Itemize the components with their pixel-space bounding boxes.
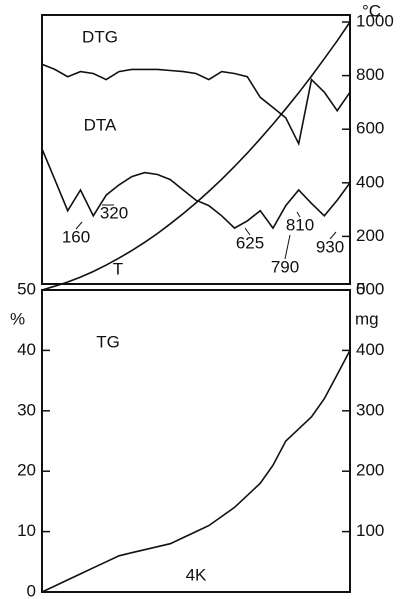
y2-axis-unit: mg [355,309,379,328]
series-line [41,21,351,291]
y2-tick-label: 100 [356,521,384,540]
series-label: TG [96,332,120,351]
peak-label: 810 [286,215,314,234]
y-tick-label: 50 [17,279,36,298]
leader-line [329,231,337,240]
series-line [41,148,351,230]
y2-tick-label: 500 [356,279,384,298]
peak-label: 625 [236,233,264,252]
series-line [41,350,351,593]
sample-label: 4K [186,565,207,584]
leader-line [244,227,251,236]
peak-label: 320 [100,203,128,222]
peak-label: 160 [62,227,90,246]
series-line [41,63,351,147]
leader-line [75,221,83,230]
y-axis-unit: % [10,309,25,328]
y-tick-label: 10 [17,521,36,540]
y2-tick-label: 400 [356,340,384,359]
y-axis-unit: °C [362,1,381,20]
series-label: T [113,259,123,278]
leader-line [284,234,291,260]
y-tick-label: 0 [27,581,36,599]
leader-line [296,211,301,218]
y2-tick-label: 200 [356,461,384,480]
y-tick-label: 200 [356,226,384,245]
peak-label: 790 [271,257,299,276]
y-tick-label: 30 [17,400,36,419]
lower-frame [41,289,351,593]
y2-tick-label: 300 [356,400,384,419]
y-tick-label: 1000 [356,11,394,30]
series-label: DTG [82,27,118,46]
y-tick-label: 0 [356,279,365,298]
y-tick-label: 20 [17,461,36,480]
y-tick-label: 800 [356,65,384,84]
series-label: DTA [84,115,117,134]
y-tick-label: 40 [17,340,36,359]
y-tick-label: 600 [356,119,384,138]
peak-label: 930 [316,237,344,256]
y-tick-label: 400 [356,172,384,191]
